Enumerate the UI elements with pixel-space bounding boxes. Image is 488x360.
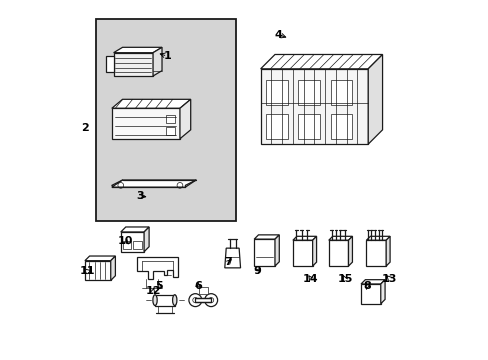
Bar [360, 284, 380, 304]
Polygon shape [380, 280, 384, 304]
Polygon shape [106, 56, 113, 72]
Bar [260, 69, 367, 144]
Polygon shape [366, 236, 389, 240]
Polygon shape [254, 235, 279, 239]
Polygon shape [144, 227, 149, 252]
Polygon shape [260, 54, 382, 69]
Polygon shape [224, 248, 240, 268]
Text: 3: 3 [137, 191, 144, 201]
Text: 6: 6 [194, 281, 202, 291]
Polygon shape [292, 236, 316, 240]
Bar [330, 114, 351, 139]
Bar [366, 240, 386, 266]
Text: 11: 11 [80, 266, 95, 276]
Bar [199, 287, 207, 294]
Polygon shape [113, 47, 162, 53]
Polygon shape [153, 47, 162, 76]
Polygon shape [137, 257, 178, 279]
Polygon shape [386, 236, 389, 266]
Polygon shape [112, 180, 196, 187]
Polygon shape [367, 54, 382, 144]
Polygon shape [121, 227, 149, 232]
Polygon shape [348, 236, 352, 266]
Bar [298, 114, 319, 139]
Bar [96, 19, 235, 221]
Bar [292, 240, 312, 266]
Text: 14: 14 [303, 274, 318, 284]
Text: 12: 12 [145, 286, 161, 296]
Ellipse shape [172, 295, 177, 306]
Text: 8: 8 [363, 281, 370, 291]
Polygon shape [113, 53, 153, 76]
Polygon shape [85, 256, 115, 261]
Bar [328, 240, 348, 266]
Bar [265, 80, 287, 105]
Bar [133, 241, 142, 249]
Bar [121, 232, 144, 252]
Bar [122, 241, 131, 249]
Bar [265, 114, 287, 139]
Ellipse shape [153, 295, 157, 306]
Text: 10: 10 [118, 236, 133, 246]
Text: 15: 15 [337, 274, 352, 284]
Polygon shape [274, 235, 279, 266]
Text: 5: 5 [155, 281, 163, 291]
Bar [165, 127, 174, 135]
Polygon shape [180, 99, 190, 139]
Bar [155, 295, 174, 306]
Text: 2: 2 [81, 123, 89, 133]
Bar [112, 108, 180, 139]
Bar [330, 80, 351, 105]
Text: 9: 9 [253, 266, 261, 276]
Polygon shape [360, 280, 384, 284]
Polygon shape [312, 236, 316, 266]
Polygon shape [328, 236, 352, 240]
Bar [165, 115, 174, 123]
Text: 1: 1 [163, 51, 171, 61]
Bar [85, 261, 110, 280]
Bar [298, 80, 319, 105]
Text: 13: 13 [381, 274, 397, 284]
Polygon shape [112, 99, 190, 108]
Text: 4: 4 [274, 30, 282, 40]
Polygon shape [110, 256, 115, 280]
Bar [254, 239, 274, 266]
Text: 7: 7 [224, 257, 232, 267]
Bar [195, 298, 211, 302]
